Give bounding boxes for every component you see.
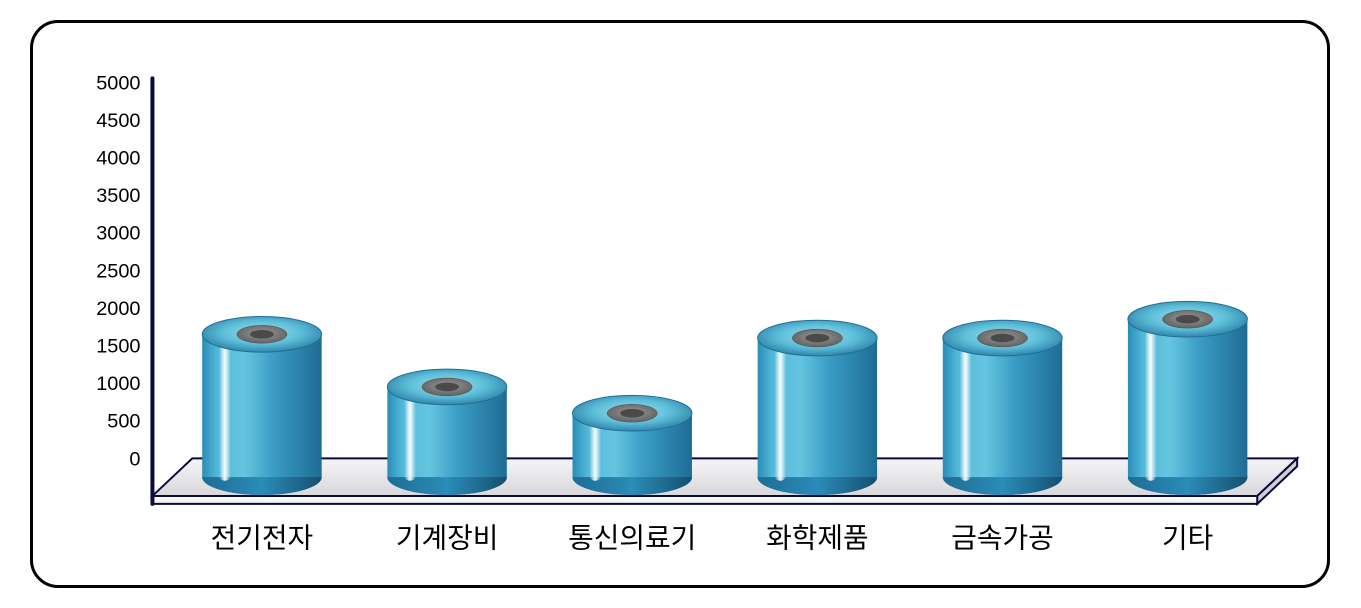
cylinder-bar-chart: 0 500 1000 1500 2000 2500 3000 3500 4000 4500 5000…: [33, 23, 1327, 585]
category-label: 금속가공: [951, 522, 1053, 553]
category-label: 기타: [1162, 522, 1213, 553]
cylinder-bar: [387, 369, 506, 495]
y-tick-label: 2500: [96, 260, 140, 282]
chart-frame: 0 500 1000 1500 2000 2500 3000 3500 4000 4500 5000…: [30, 20, 1330, 588]
y-tick-label: 4000: [96, 148, 140, 170]
cylinder-bar: [202, 316, 321, 494]
y-tick-label: 2000: [96, 298, 140, 320]
category-label: 전기전자: [211, 522, 313, 553]
category-label: 통신의료기: [568, 522, 696, 553]
y-tick-label: 500: [107, 411, 140, 433]
cylinder-bar: [1128, 301, 1247, 495]
y-tick-label: 3000: [96, 223, 140, 245]
y-tick-label: 4500: [96, 110, 140, 132]
cylinder-bar: [572, 395, 691, 495]
cylinder-bar: [758, 320, 877, 495]
y-tick-label: 1000: [96, 373, 140, 395]
cylinder-bar: [943, 320, 1062, 495]
y-tick-label: 1500: [96, 336, 140, 358]
y-tick-label: 0: [129, 448, 140, 470]
y-tick-label: 3500: [96, 185, 140, 207]
category-label: 화학제품: [766, 522, 868, 553]
category-label: 기계장비: [396, 522, 498, 553]
y-tick-label: 5000: [96, 72, 140, 94]
